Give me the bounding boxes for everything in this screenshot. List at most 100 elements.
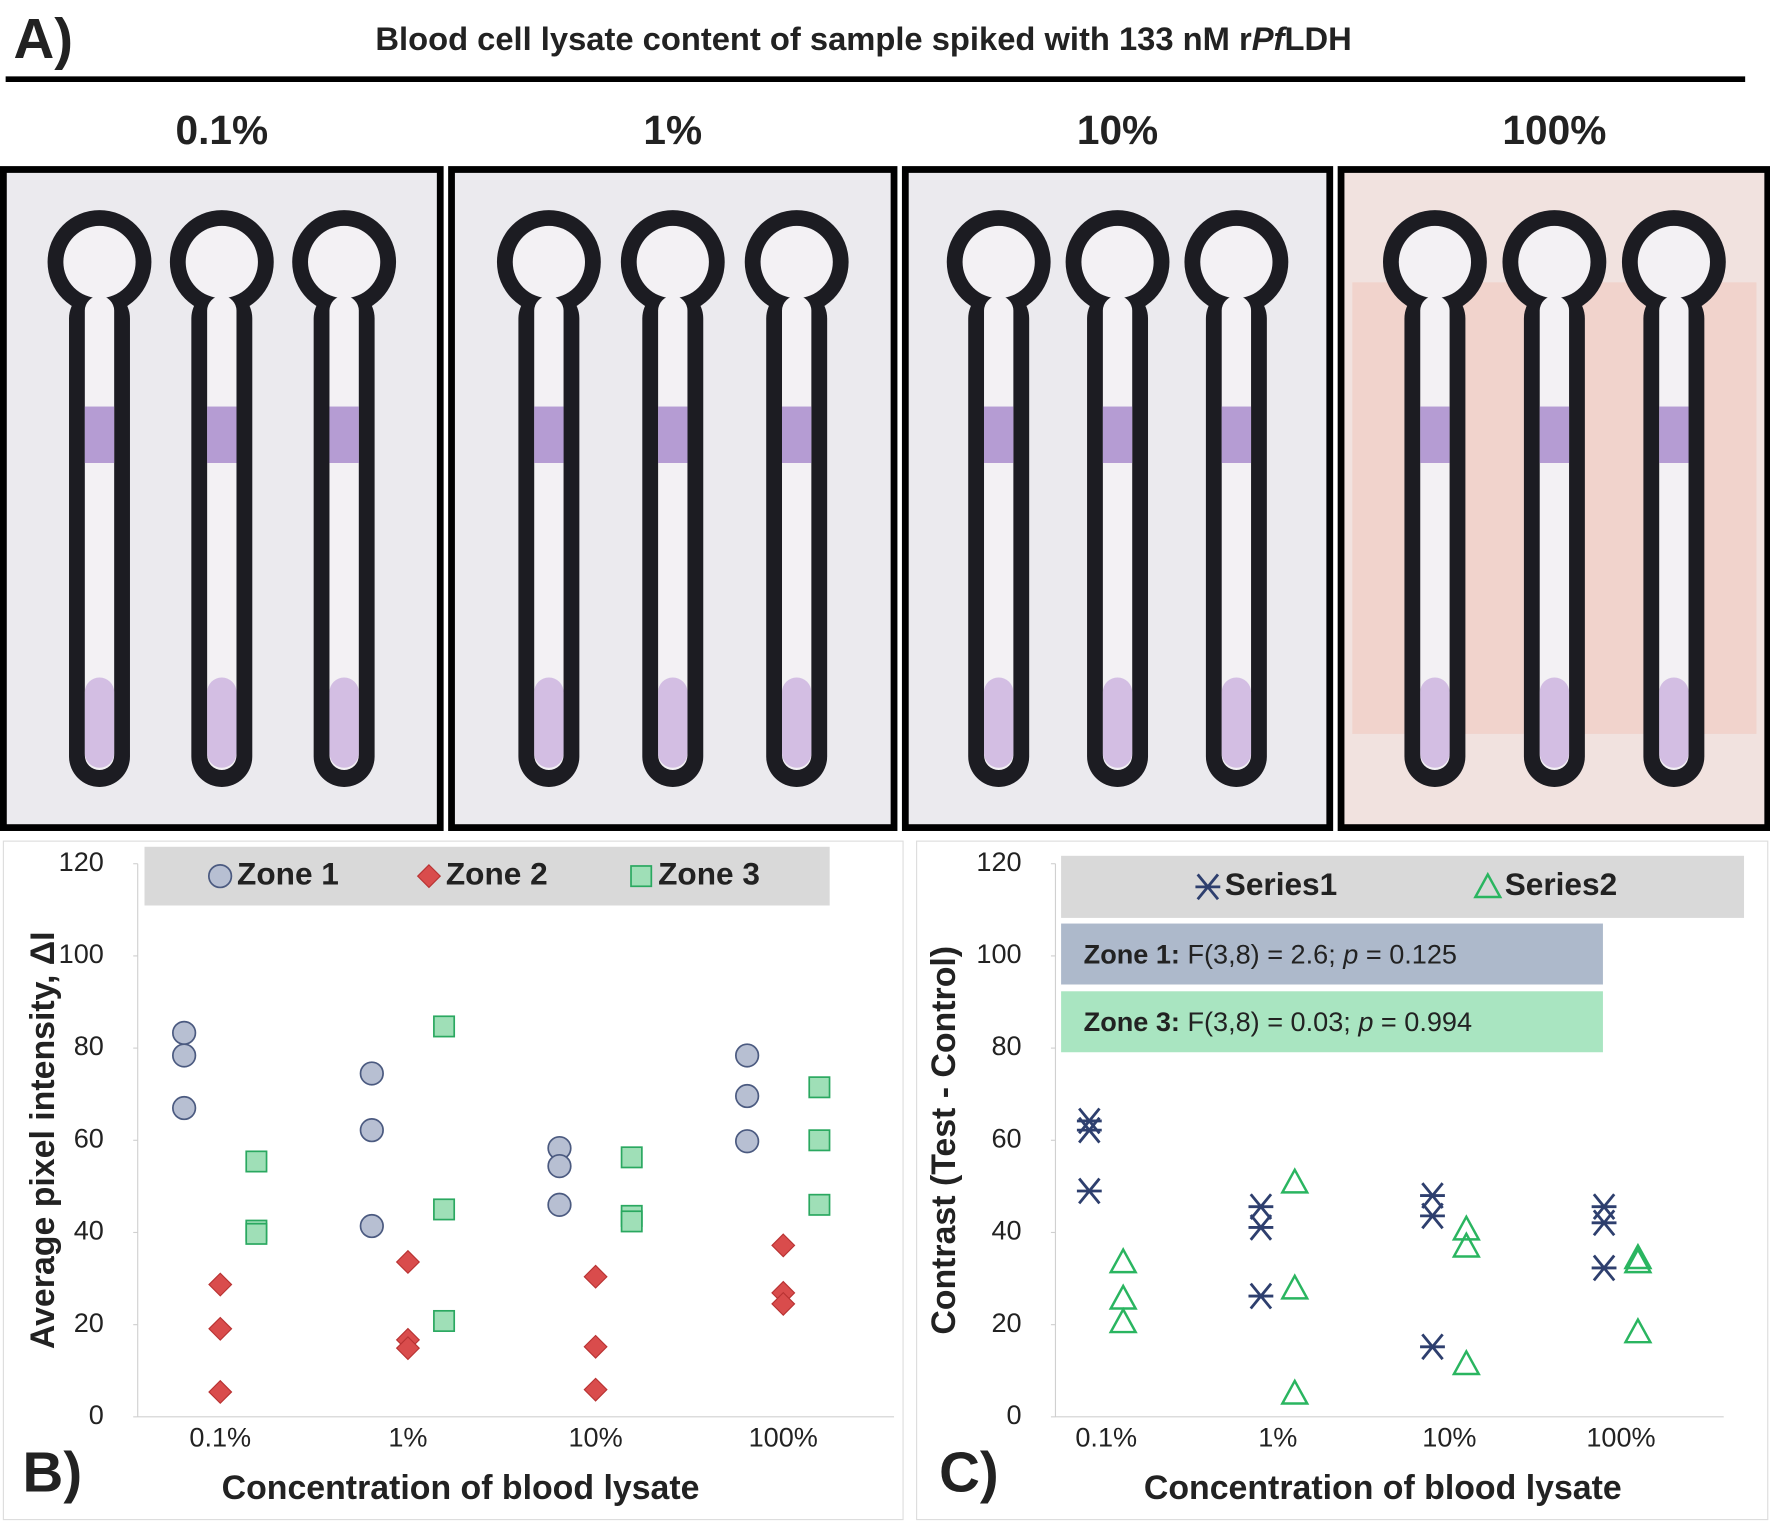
point [1420,1333,1445,1361]
device-well [308,225,381,299]
y-tick-label: 100 [976,938,1021,969]
y-tick-label: 20 [74,1307,104,1338]
x-tick-label: 0.1% [189,1422,251,1453]
y-tick-label: 100 [59,938,104,969]
device-end-zone [1659,677,1689,768]
point [583,1377,608,1402]
annotation-stat: F(3,8) = 2.6; [1187,938,1335,969]
device-end-zone [1102,677,1133,768]
legend-label: Series1 [1225,866,1337,902]
annotation-label: Zone 3: [1084,1006,1180,1037]
device-test-zone [1221,406,1252,463]
y-tick-label: 120 [59,846,104,877]
point [1451,1214,1481,1241]
y-tick-label: 60 [991,1122,1021,1153]
device-end-zone [984,677,1014,768]
device-test-zone [658,406,688,463]
point [245,1150,268,1173]
x-tick-label: 0.1% [1075,1422,1137,1453]
device-test-zone [782,406,812,463]
device-well [1081,225,1154,299]
point [1420,1202,1445,1230]
point [1591,1254,1617,1282]
device-well [1398,225,1472,299]
legend-marker [207,864,233,889]
device-test-zone [329,406,359,463]
panel-frame [2,840,904,1521]
device-test-zone [84,406,115,463]
device-well [512,225,586,299]
legend-marker [1473,871,1503,899]
y-tick-label: 80 [74,1030,104,1061]
point [1623,1242,1653,1270]
point [583,1264,608,1289]
device-well [1518,225,1591,299]
device-end-zone [329,677,359,768]
x-tick-label: 1% [1258,1422,1297,1453]
photo-label: 10% [1077,107,1158,153]
device-well [760,225,833,299]
y-tick-label: 0 [89,1399,104,1430]
x-tick-label: 10% [568,1422,622,1453]
point [771,1291,796,1317]
point [359,1118,384,1143]
device-test-zone [1539,406,1570,463]
annotation-label: Zone 1: [1084,938,1180,969]
device-well [185,225,258,299]
y-tick-label: 20 [991,1307,1021,1338]
point [1280,1273,1310,1300]
annotation: Zone 3: F(3,8) = 0.03; p = 0.994 [1084,1006,1472,1037]
point [1076,1177,1102,1205]
point [1451,1348,1481,1376]
point [1248,1282,1274,1310]
device-end-zone [1420,677,1450,768]
point [771,1233,796,1258]
point [359,1061,384,1086]
legend-label: Series2 [1505,866,1617,902]
point [172,1095,197,1121]
legend-box [1061,855,1745,918]
legend-marker [1195,873,1221,901]
y-axis-label: Contrast (Test - Control) [925,946,963,1335]
device-well [63,225,136,299]
point [808,1076,831,1099]
y-axis-label: Average pixel intensity, ΔI [24,931,62,1349]
panel-frame [916,840,1769,1521]
title-part: Pf [1252,19,1288,56]
device-end-zone [207,677,237,768]
device-well [636,225,709,299]
y-tick-label: 40 [74,1215,104,1246]
point [1623,1317,1653,1344]
point [208,1379,233,1405]
panel-label: B) [23,1441,83,1504]
device-end-zone [84,677,115,768]
legend-label: Zone 3 [658,855,760,891]
point [1280,1378,1310,1405]
y-tick-label: 80 [991,1030,1021,1061]
device-test-zone [534,406,564,463]
y-tick-label: 120 [976,846,1021,877]
device-end-zone [1221,677,1252,768]
device-end-zone [1539,677,1570,768]
annotation-p-value: = 0.994 [1381,1006,1472,1037]
title-part: LDH [1284,19,1351,56]
x-axis-label: Concentration of blood lysate [222,1469,700,1507]
point [395,1336,421,1361]
annotation: Zone 1: F(3,8) = 2.6; p = 0.125 [1084,938,1457,969]
point [433,1309,456,1332]
point [808,1129,831,1152]
photo-label: 100% [1502,107,1606,153]
annotation-p: p [1357,1006,1373,1037]
point [245,1222,268,1245]
point [172,1020,197,1046]
point [735,1043,760,1068]
point [359,1213,384,1239]
point [395,1249,421,1275]
device-end-zone [658,677,688,768]
point [208,1316,233,1341]
device-test-zone [207,406,237,463]
photo-label: 1% [643,107,702,153]
point [547,1153,572,1179]
photo-label: 0.1% [176,107,269,153]
point [583,1334,608,1359]
